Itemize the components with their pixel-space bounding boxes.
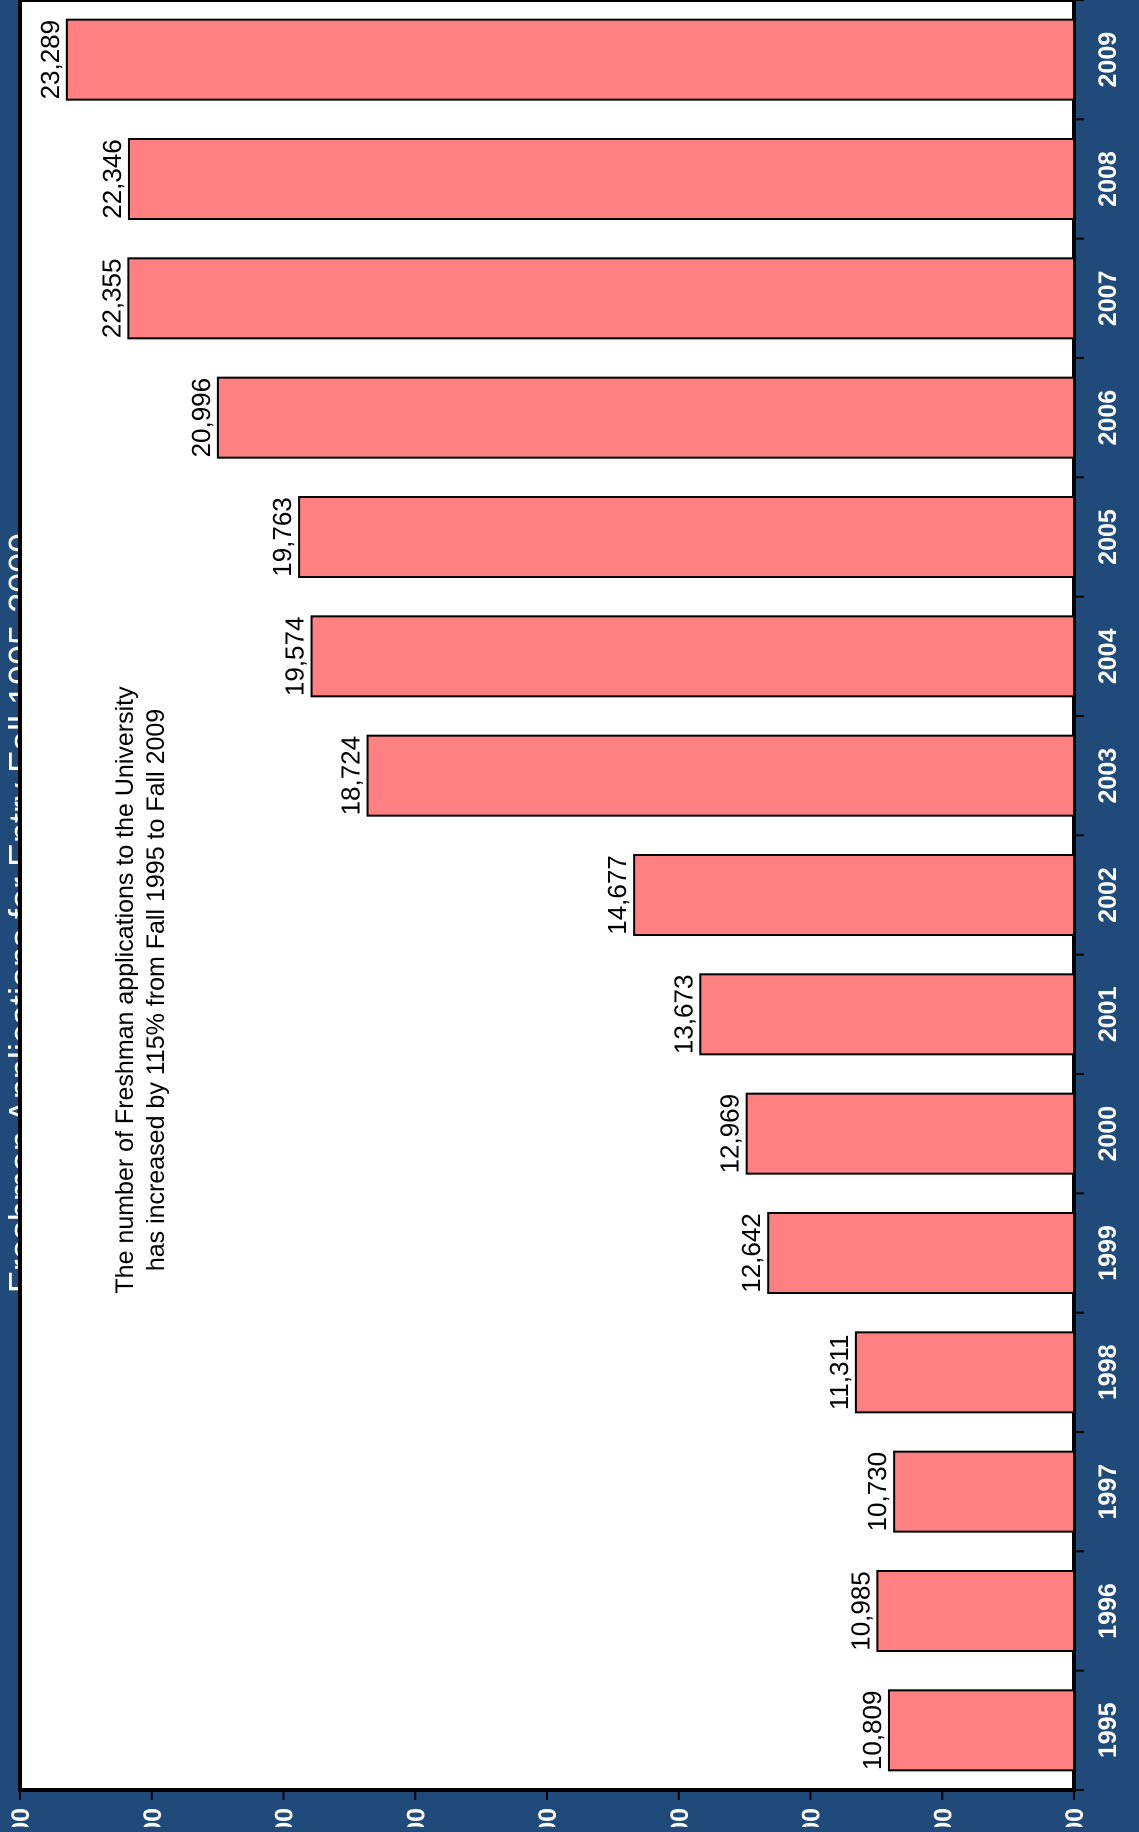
bar-1998 <box>854 1331 1075 1414</box>
data-label-2007: 22,355 <box>96 259 126 339</box>
category-tick-label: 1999 <box>1094 1225 1122 1281</box>
category-tick-label: 1997 <box>1094 1464 1122 1520</box>
data-labels: 10,809 10,985 10,730 11,311 12,642 12,969 13,6… <box>35 20 892 1770</box>
value-axis-tick-label: 12,000 <box>798 1808 826 1827</box>
bar-2009 <box>65 18 1076 101</box>
data-label-1996: 10,985 <box>845 1571 875 1651</box>
data-label-1995: 10,809 <box>857 1691 887 1771</box>
category-tick-label: 2009 <box>1094 32 1122 88</box>
data-label-2005: 19,763 <box>267 497 297 577</box>
category-tick-label: 2004 <box>1094 628 1122 684</box>
category-tick-label: 2003 <box>1094 748 1122 804</box>
category-tick-label: 1996 <box>1094 1583 1122 1639</box>
category-tick-label: 2007 <box>1094 271 1122 327</box>
value-axis-tick-label: 10,000 <box>929 1808 957 1827</box>
category-tick-label: 1995 <box>1094 1702 1122 1758</box>
category-tick-label: 1998 <box>1094 1344 1122 1400</box>
category-tick-label: 2000 <box>1094 1106 1122 1162</box>
value-axis-tick-label: 24,000 <box>7 1808 35 1827</box>
bar-2000 <box>745 1092 1075 1175</box>
bar-2006 <box>216 376 1076 459</box>
category-tick-label: 2002 <box>1094 867 1122 923</box>
data-label-1997: 10,730 <box>862 1452 892 1532</box>
data-label-1998: 11,311 <box>824 1334 854 1410</box>
data-label-2008: 22,346 <box>97 139 127 219</box>
value-axis-tick-label: 16,000 <box>534 1808 562 1827</box>
bar-1999 <box>767 1212 1075 1294</box>
data-label-2004: 19,574 <box>280 617 310 697</box>
bar-1997 <box>893 1450 1075 1533</box>
bar-2007 <box>127 257 1075 340</box>
bar-series <box>65 18 1076 1772</box>
data-label-2009: 23,289 <box>35 20 65 100</box>
bar-1995 <box>887 1689 1076 1772</box>
annotation-line: has increased by 115% from Fall 1995 to … <box>142 709 170 1271</box>
data-label-2002: 14,677 <box>602 855 632 935</box>
data-label-2003: 18,724 <box>336 736 366 816</box>
category-tick-label: 2008 <box>1094 151 1122 207</box>
bar-2001 <box>699 973 1075 1056</box>
annotation-text: The number of Freshman applications to t… <box>111 686 170 1294</box>
bar-2005 <box>298 496 1075 578</box>
bar-1996 <box>876 1570 1075 1652</box>
category-tick-label: 2005 <box>1094 509 1122 565</box>
category-tick-label: 2001 <box>1094 986 1122 1042</box>
category-tick-label: 2006 <box>1094 390 1122 446</box>
value-axis-tick-label: 8,000 <box>1061 1808 1089 1827</box>
value-axis-tick-label: 22,000 <box>139 1808 167 1827</box>
data-label-1999: 12,642 <box>736 1213 766 1293</box>
bar-2003 <box>366 734 1075 817</box>
data-label-2000: 12,969 <box>715 1094 745 1174</box>
bar-2008 <box>127 138 1075 220</box>
value-axis-tick-label: 20,000 <box>271 1808 299 1827</box>
value-axis-tick-label: 18,000 <box>402 1808 430 1827</box>
data-label-2001: 13,673 <box>668 975 698 1055</box>
bar-2004 <box>310 615 1075 698</box>
data-label-2006: 20,996 <box>186 378 216 458</box>
value-axis-tick-label: 14,000 <box>666 1808 694 1827</box>
bar-2002 <box>633 854 1076 936</box>
category-axis: 1995 1996 1997 1998 1999 2000 2001 2002 2003 2004… <box>1074 0 1122 1791</box>
annotation-line: The number of Freshman applications to t… <box>111 686 139 1294</box>
